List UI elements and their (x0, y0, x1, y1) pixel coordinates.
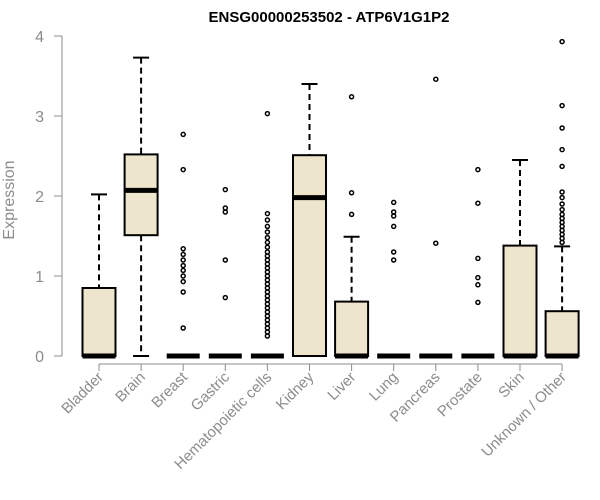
outlier-point (180, 166, 186, 173)
box-group (250, 110, 284, 359)
outlier-point (559, 194, 565, 201)
outlier-point (559, 163, 565, 170)
y-tick-label: 0 (35, 349, 44, 366)
box-group (419, 76, 453, 359)
x-tick-label: Skin (495, 369, 528, 402)
outlier-point (348, 94, 355, 100)
box-group (461, 166, 495, 359)
outlier-point (180, 267, 186, 274)
outlier-point (180, 273, 186, 279)
outlier-point (433, 76, 439, 82)
box-group (334, 94, 370, 359)
outlier-point (475, 282, 481, 288)
box-iqr (292, 154, 327, 357)
x-tick-label: Bladder (58, 369, 107, 418)
outlier-point (390, 199, 397, 206)
y-axis-label: Expression (1, 160, 18, 239)
outlier-point (180, 257, 186, 263)
outlier-point (264, 239, 271, 246)
x-tick-label: Liver (324, 369, 359, 404)
box-group (123, 56, 159, 357)
outlier-point (222, 257, 229, 263)
outlier-point (222, 209, 229, 215)
outlier-point (559, 189, 565, 195)
outlier-point (180, 131, 186, 138)
outlier-point (559, 146, 565, 153)
box-iqr (502, 244, 538, 358)
outlier-point (390, 213, 397, 219)
outlier-point (264, 217, 271, 223)
box-group (544, 38, 580, 359)
outlier-point (222, 294, 229, 301)
outlier-point (264, 110, 271, 117)
outlier-point (559, 206, 565, 213)
outlier-point (559, 239, 565, 246)
outlier-point (180, 289, 186, 295)
outlier-point (559, 102, 565, 109)
box-iqr (123, 153, 159, 237)
outlier-point (180, 278, 186, 285)
box-group (166, 131, 200, 359)
outlier-point (348, 190, 355, 196)
x-tick-label: Lung (366, 369, 402, 405)
y-tick-label: 2 (35, 189, 44, 206)
chart-title: ENSG00000253502 - ATP6V1G1P2 (209, 9, 450, 26)
outlier-point (180, 325, 186, 331)
outlier-point (390, 223, 397, 230)
outlier-point (264, 244, 271, 250)
x-tick-label: Prostate (434, 369, 486, 421)
box-group (377, 199, 411, 359)
outlier-point (264, 229, 271, 235)
outlier-point (475, 299, 481, 306)
outlier-point (264, 223, 271, 230)
x-tick-label: Brain (112, 369, 149, 406)
outlier-point (475, 255, 481, 262)
outlier-point (390, 257, 397, 263)
box-iqr (334, 300, 370, 358)
outlier-point (180, 246, 186, 252)
outlier-point (222, 186, 229, 193)
box-iqr (81, 287, 117, 357)
outlier-point (390, 249, 397, 255)
x-tick-label: Breast (148, 368, 191, 411)
outlier-point (264, 234, 271, 241)
outlier-point (433, 240, 439, 246)
y-tick-label: 4 (35, 29, 44, 46)
y-tick-label: 1 (35, 269, 44, 286)
outlier-point (559, 201, 565, 207)
box-iqr (544, 310, 580, 358)
box-group (81, 193, 117, 359)
outlier-point (559, 125, 565, 131)
box-group (502, 159, 538, 359)
y-axis: 0 1 2 3 4 (35, 29, 63, 366)
outlier-point (475, 200, 481, 206)
outlier-point (180, 251, 186, 258)
y-tick-label: 3 (35, 109, 44, 126)
x-tick-label: Kidney (273, 368, 318, 413)
outlier-point (264, 333, 271, 339)
outlier-point (180, 262, 186, 269)
outlier-point (559, 38, 565, 45)
outlier-point (264, 210, 271, 217)
boxes-layer (81, 38, 580, 359)
box-group (292, 83, 327, 357)
box-group (208, 186, 242, 359)
outlier-point (475, 166, 481, 173)
outlier-point (348, 211, 355, 218)
outlier-point (475, 274, 481, 281)
